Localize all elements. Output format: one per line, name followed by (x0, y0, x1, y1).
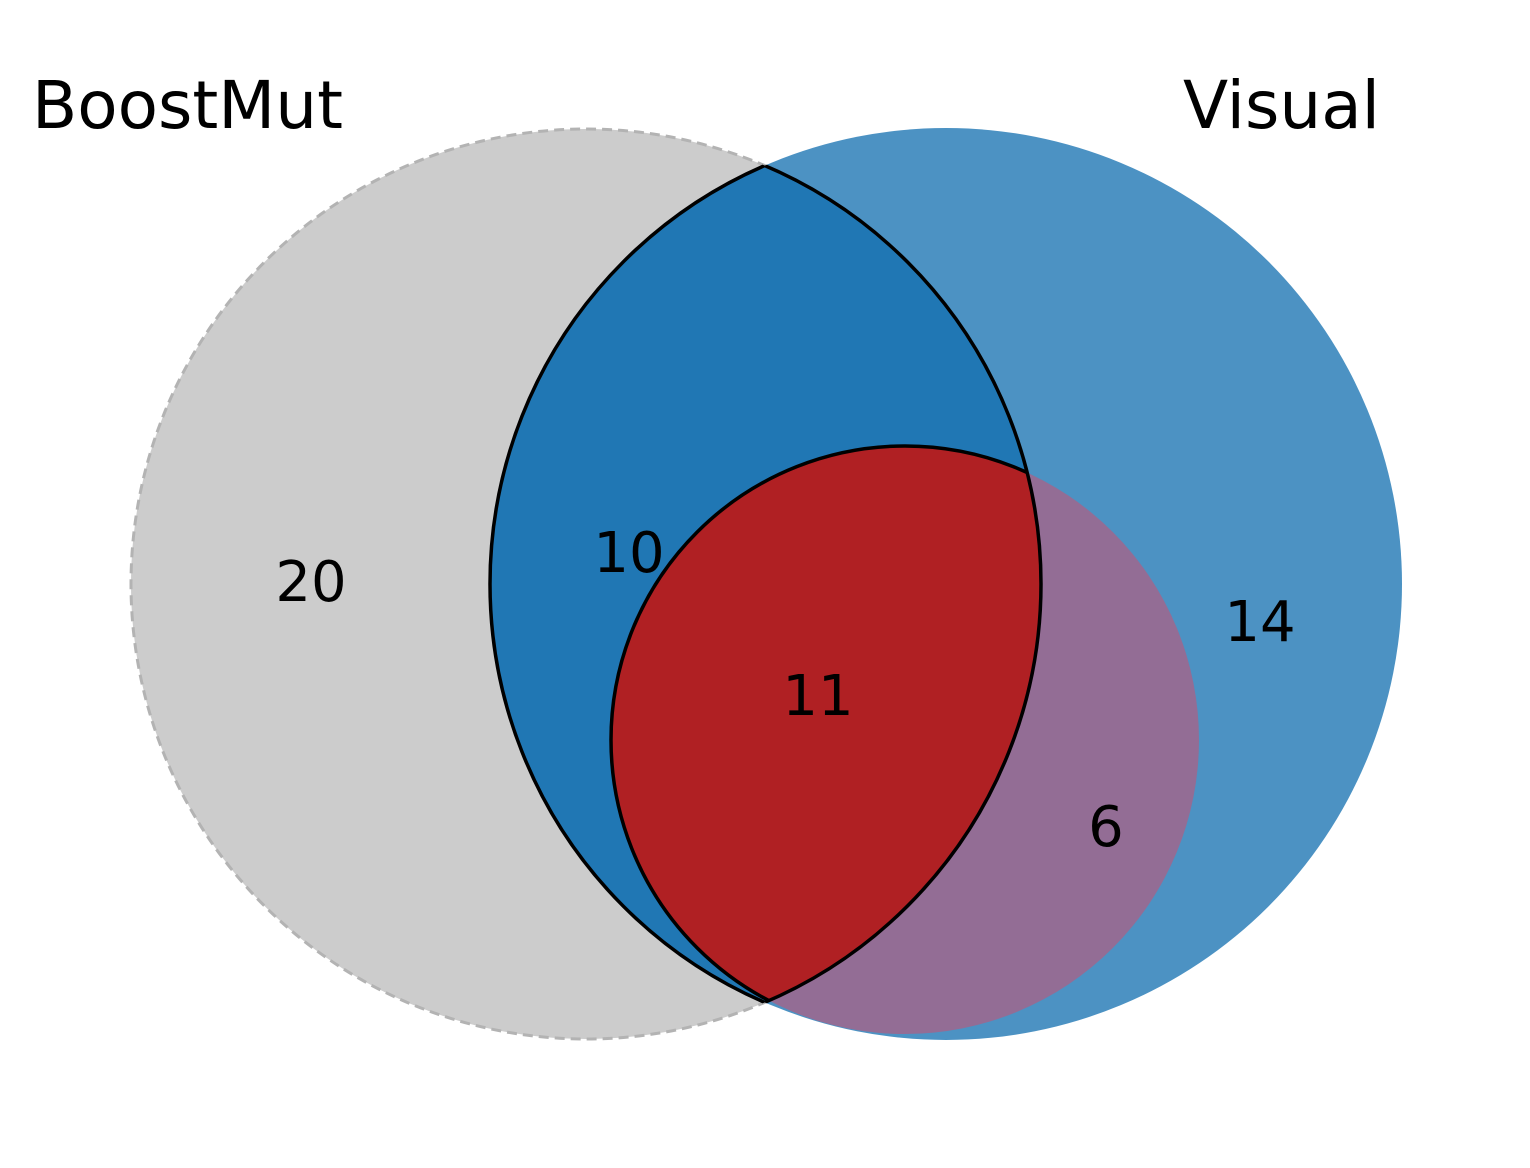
visual-only-count: 14 (1224, 590, 1295, 655)
all-three-count: 11 (782, 664, 853, 729)
boostmut-visual-count: 10 (593, 521, 664, 586)
boostmut-set-label: BoostMut (32, 67, 343, 144)
lens-outline-right (488, 129, 1041, 1039)
visual-inner-count: 6 (1088, 795, 1124, 860)
visual-set-label: Visual (1183, 67, 1380, 144)
boostmut-only-count: 20 (275, 550, 346, 615)
triple-overlap (611, 446, 1041, 1034)
